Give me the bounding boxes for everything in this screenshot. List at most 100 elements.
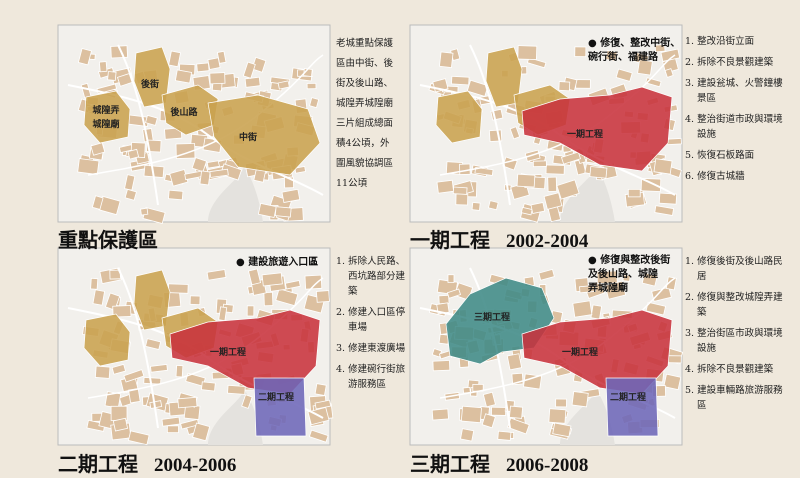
block [218, 306, 228, 322]
panel-title: 重點保護區 [58, 224, 158, 253]
note-item: 1. 修復後街及後山路民居 [685, 256, 783, 282]
block [209, 168, 229, 178]
note-item: 1. 拆除人民路、西坑路部分建築 [336, 256, 406, 297]
block [112, 417, 129, 432]
block [605, 49, 618, 62]
block [92, 289, 106, 306]
zone-gold1 [83, 90, 131, 144]
map-label: 一期工程 [567, 128, 603, 140]
block [482, 391, 496, 408]
note-item: 4. 拆除不良景觀建築 [685, 364, 774, 375]
block [261, 272, 283, 287]
text-column: 1. 修復後街及後山路民居 2. 修復與整改城隍弄建築 3. 整治街區市政與環境設施… [685, 254, 790, 419]
block [284, 280, 301, 290]
block [590, 304, 603, 320]
block [532, 160, 547, 168]
block [98, 61, 108, 73]
block [436, 179, 455, 194]
callout-line: 碗行街、福建路 [588, 52, 658, 63]
block [242, 61, 256, 79]
block [517, 45, 538, 60]
map-label: 二期工程 [610, 391, 646, 403]
note-item: 1. 整改沿街立面 [685, 36, 755, 47]
block [90, 142, 106, 156]
block [123, 369, 145, 383]
text-column: 1. 拆除人民路、西坑路部分建築 2. 修建入口區停車場 3. 修建東渡廣場 4. 修… [336, 254, 408, 398]
description-line: 區由中街、後 [336, 58, 394, 69]
block [471, 201, 481, 211]
block [474, 166, 494, 176]
map-label: 城隍弄 [92, 104, 119, 116]
description-line: 積4公頃，外 [336, 138, 390, 149]
sea [560, 388, 615, 445]
block [207, 57, 221, 70]
callout: ● 建設旅遊入口區 [236, 256, 318, 270]
block [140, 207, 149, 216]
map-label: 二期工程 [258, 391, 294, 403]
callout-line: 及後山路、城隍 [588, 269, 658, 280]
block [509, 126, 521, 140]
block [615, 68, 633, 82]
block [543, 192, 563, 210]
note-item: 6. 修復古城牆 [685, 171, 745, 182]
block [191, 157, 208, 173]
callout-line: ● 修復、整改中街、 [588, 38, 681, 49]
note-item: 5. 建設車輛路旅游服務區 [685, 385, 783, 411]
block [277, 80, 290, 90]
callout: ● 修復與整改後街 及後山路、城隍 弄城隍廟 [588, 254, 670, 296]
block [263, 291, 274, 307]
road [117, 44, 159, 206]
block [94, 365, 111, 379]
map-label: 一期工程 [210, 346, 246, 358]
zone-red [521, 86, 673, 172]
zone-gold1 [435, 90, 483, 144]
note-item: 3. 修建東渡廣場 [336, 343, 406, 354]
title-text: 一期工程 [410, 228, 490, 252]
block [196, 62, 210, 73]
block [491, 406, 507, 416]
description-line: 街及後山路、 [336, 78, 394, 89]
block [309, 97, 320, 109]
block [281, 188, 301, 203]
block [488, 200, 499, 211]
block [145, 114, 158, 126]
map-label: 城隍廟 [92, 118, 119, 130]
block [168, 50, 181, 68]
block [306, 82, 317, 90]
block [91, 195, 104, 210]
block [548, 408, 567, 424]
block [248, 268, 262, 286]
map-label: 中街 [239, 131, 257, 143]
road [469, 44, 511, 206]
note-item: 2. 修建入口區停車場 [336, 307, 406, 333]
block [201, 381, 216, 392]
map-label: 後山路 [170, 106, 198, 118]
callout-line: ● 建設旅遊入口區 [236, 257, 319, 268]
block [175, 364, 184, 378]
block [314, 399, 332, 410]
block [314, 383, 327, 396]
block [641, 272, 658, 287]
block [124, 174, 136, 191]
block [177, 396, 198, 409]
block [274, 206, 292, 218]
block [107, 71, 117, 81]
note-item: 4. 修建碗行街旅游服務區 [336, 364, 406, 390]
block [667, 355, 682, 364]
callout-line: ● 修復與整改後街 [588, 255, 671, 266]
block [167, 283, 189, 294]
callout-line: 弄城隍廟 [588, 283, 628, 294]
map-label: 三期工程 [474, 311, 510, 323]
block [168, 189, 184, 201]
block [77, 48, 92, 66]
block [664, 68, 674, 78]
block [552, 422, 572, 438]
block [189, 295, 201, 306]
block [146, 139, 162, 153]
block [596, 270, 618, 284]
block [246, 305, 255, 317]
sea [208, 165, 263, 222]
block [294, 165, 307, 174]
